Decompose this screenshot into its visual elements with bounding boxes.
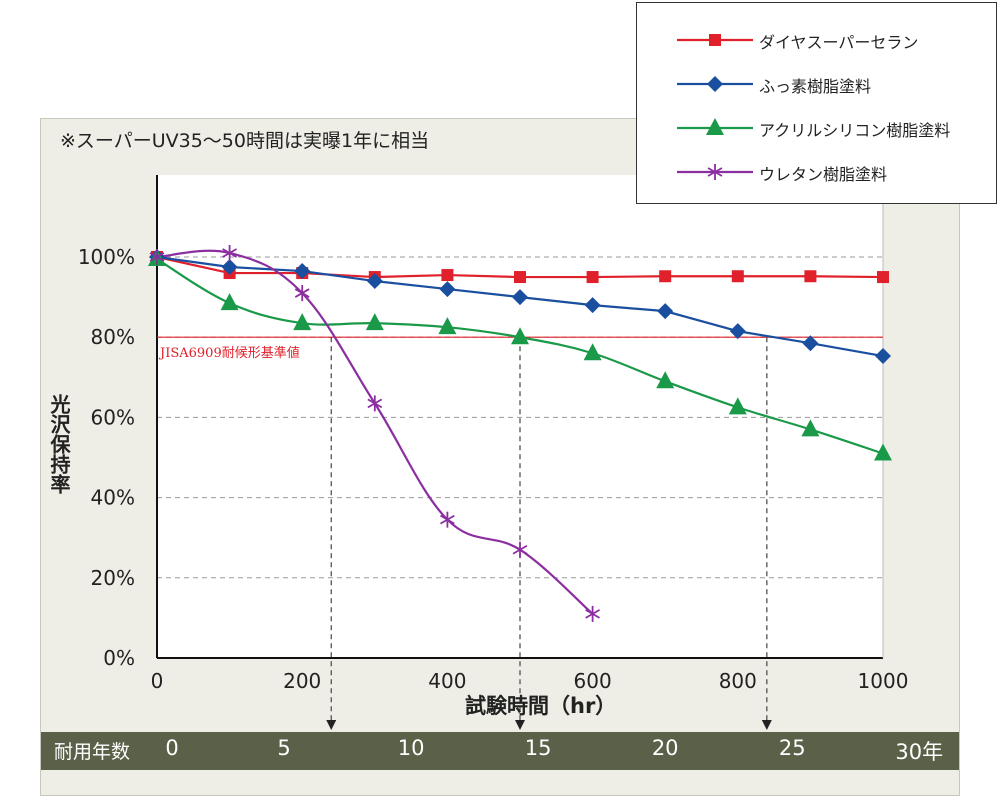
legend-item: ウレタン樹脂塗料: [637, 157, 996, 187]
legend-swatch-marker: [706, 118, 724, 135]
service-life-label: 30年: [895, 740, 944, 764]
guide-arrow-head: [326, 720, 337, 730]
data-point: [221, 259, 238, 276]
legend-label: アクリルシリコン樹脂塗料: [759, 121, 951, 140]
guide-arrow-head: [515, 720, 525, 730]
legend-label: ダイヤスーパーセラン: [759, 33, 919, 52]
data-point: [439, 281, 456, 298]
service-life-label: 0: [165, 736, 179, 760]
x-tick-label: 400: [428, 669, 466, 693]
data-point: [514, 271, 526, 284]
data-point: [584, 297, 601, 314]
data-point: [656, 371, 675, 389]
data-point: [438, 317, 457, 335]
legend-label: ウレタン樹脂塗料: [759, 165, 888, 184]
legend: ダイヤスーパーセラン ふっ素樹脂塗料アクリルシリコン樹脂塗料 ウレタン樹脂塗料: [636, 2, 997, 204]
data-point: [365, 313, 384, 331]
chart-note: ※スーパーUV35〜50時間は実曝1年に相当: [60, 130, 430, 152]
guide-arrow-head: [761, 720, 772, 730]
service-life-band: [41, 732, 959, 770]
plot-background: [157, 175, 883, 658]
service-life-label: 25: [778, 736, 806, 760]
x-tick-label: 1000: [858, 669, 909, 693]
x-tick-label: 0: [151, 669, 164, 693]
y-tick-label: 80%: [91, 325, 135, 349]
legend-swatch-marker: [707, 164, 723, 180]
data-point: [657, 303, 674, 320]
data-point: [659, 270, 672, 283]
legend-item: ふっ素樹脂塗料: [637, 69, 996, 99]
data-point: [875, 348, 891, 365]
data-point: [367, 395, 383, 412]
y-tick-label: 0%: [103, 646, 135, 670]
data-point: [293, 313, 312, 331]
y-tick-label: 100%: [78, 245, 135, 269]
legend-item: アクリルシリコン樹脂塗料: [637, 113, 996, 143]
data-point: [731, 270, 744, 283]
data-point: [586, 271, 599, 284]
x-tick-label: 800: [719, 669, 757, 693]
data-point: [294, 285, 310, 302]
legend-item: ダイヤスーパーセラン: [637, 25, 996, 55]
x-tick-label: 200: [283, 669, 321, 693]
data-point: [728, 397, 747, 415]
data-point: [220, 293, 239, 311]
y-tick-label: 40%: [91, 486, 135, 510]
data-point: [512, 289, 528, 306]
data-point: [729, 323, 746, 340]
y-tick-label: 60%: [91, 405, 135, 429]
data-point: [511, 327, 529, 345]
data-point: [149, 249, 165, 265]
legend-swatch-marker: [709, 34, 721, 46]
y-axis-label: 光沢保持率: [47, 394, 71, 494]
legend-swatch: [677, 76, 753, 92]
data-point: [294, 263, 311, 280]
service-life-label: 10: [397, 736, 425, 760]
data-point: [512, 541, 528, 558]
legend-swatch: [677, 118, 753, 135]
data-point: [877, 271, 889, 284]
data-point: [366, 273, 383, 290]
data-point: [804, 270, 817, 283]
legend-swatch: [677, 34, 753, 46]
reference-line-label: JISA6909耐候形基準値: [158, 345, 300, 361]
legend-swatch: [677, 164, 753, 180]
legend-label: ふっ素樹脂塗料: [759, 77, 872, 96]
data-point: [440, 511, 455, 528]
legend-swatch-marker: [707, 76, 723, 92]
data-point: [874, 443, 892, 461]
service-life-title: 耐用年数: [54, 741, 131, 763]
data-point: [802, 335, 819, 352]
x-tick-label: 600: [574, 669, 612, 693]
data-point: [585, 605, 600, 622]
service-life-label: 20: [651, 736, 679, 760]
service-life-label: 15: [524, 736, 552, 760]
service-life-label: 5: [277, 736, 291, 760]
y-tick-label: 20%: [91, 566, 135, 590]
data-point: [801, 419, 820, 437]
data-point: [441, 269, 454, 282]
data-point: [583, 343, 602, 361]
x-axis-label: 試験時間（hr）: [465, 694, 617, 718]
data-point: [222, 244, 237, 261]
